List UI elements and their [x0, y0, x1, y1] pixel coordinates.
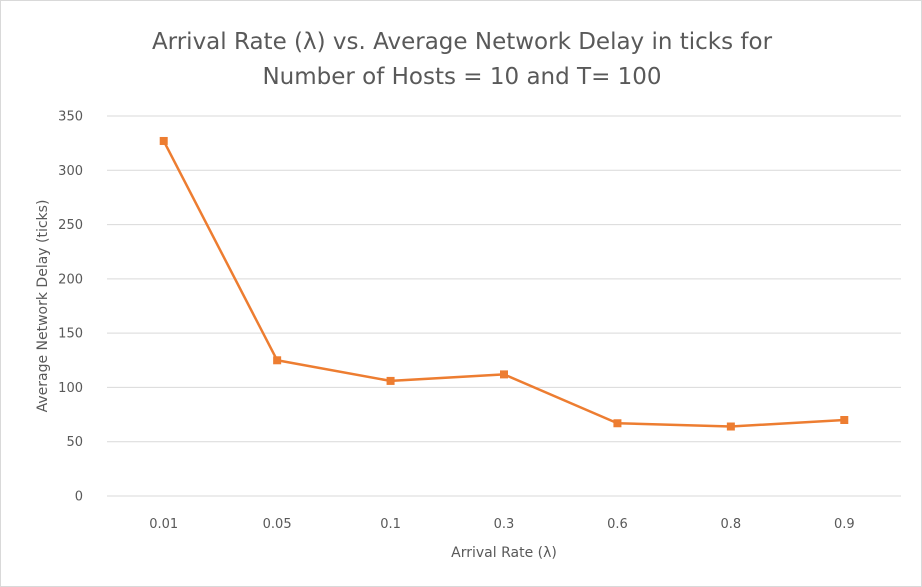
data-point-marker	[840, 416, 849, 424]
y-tick-label: 0	[75, 490, 83, 505]
data-point-marker	[613, 419, 622, 428]
y-tick-label: 150	[58, 327, 83, 342]
y-tick-label: 100	[58, 381, 83, 396]
y-axis-title: Average Network Delay (ticks)	[35, 200, 51, 413]
chart-title-line-2: Number of Hosts = 10 and T= 100	[262, 64, 661, 90]
x-tick-label: 0.8	[721, 517, 742, 532]
y-tick-label: 300	[58, 164, 83, 179]
y-tick-label: 350	[58, 110, 83, 125]
x-axis-ticks: 0.01 0.05 0.1 0.3 0.6 0.8 0.9	[149, 517, 854, 532]
series-line	[162, 140, 845, 428]
data-point-marker	[386, 376, 395, 385]
x-axis-title: Arrival Rate (λ)	[451, 545, 557, 561]
data-point-marker	[726, 422, 735, 431]
x-tick-label: 0.6	[607, 517, 628, 532]
x-tick-label: 0.9	[834, 517, 855, 532]
x-tick-label: 0.05	[263, 517, 292, 532]
y-axis-ticks: 0 50 100 150 200 250 300 350	[58, 110, 83, 505]
x-tick-label: 0.3	[494, 517, 515, 532]
gridlines	[107, 115, 901, 497]
x-tick-label: 0.01	[149, 517, 178, 532]
chart-title-line-1: Arrival Rate (λ) vs. Average Network Del…	[152, 29, 773, 55]
data-point-marker	[500, 370, 508, 379]
y-tick-label: 50	[66, 435, 83, 450]
data-point-marker	[159, 136, 168, 145]
y-tick-label: 200	[58, 272, 83, 287]
data-point-marker	[273, 356, 282, 365]
x-tick-label: 0.1	[380, 517, 401, 532]
y-tick-label: 250	[58, 218, 83, 233]
series-layer	[159, 136, 849, 431]
